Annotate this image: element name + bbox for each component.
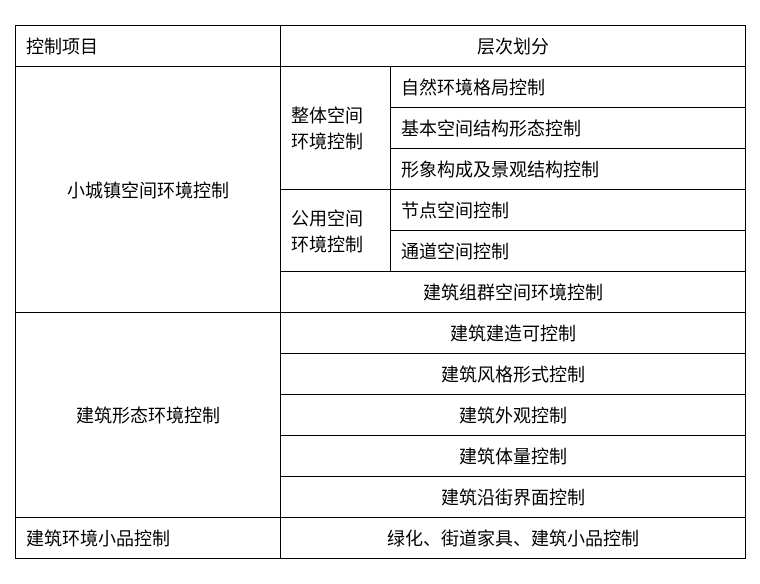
table-row: 小城镇空间环境控制 整体空间环境控制 自然环境格局控制 bbox=[16, 67, 746, 108]
section1-title: 小城镇空间环境控制 bbox=[16, 67, 281, 313]
section1-group3: 建筑组群空间环境控制 bbox=[281, 272, 746, 313]
section1-group2-item: 节点空间控制 bbox=[391, 190, 746, 231]
section3-title: 建筑环境小品控制 bbox=[16, 518, 281, 559]
table-header-row: 控制项目 层次划分 bbox=[16, 26, 746, 67]
control-hierarchy-table: 控制项目 层次划分 小城镇空间环境控制 整体空间环境控制 自然环境格局控制 基本… bbox=[15, 25, 746, 559]
section1-group1-item: 自然环境格局控制 bbox=[391, 67, 746, 108]
section2-item: 建筑建造可控制 bbox=[281, 313, 746, 354]
section1-group1-label: 整体空间环境控制 bbox=[281, 67, 391, 190]
section3-content: 绿化、街道家具、建筑小品控制 bbox=[281, 518, 746, 559]
section2-title: 建筑形态环境控制 bbox=[16, 313, 281, 518]
table-row: 建筑形态环境控制 建筑建造可控制 bbox=[16, 313, 746, 354]
section1-group1-item: 基本空间结构形态控制 bbox=[391, 108, 746, 149]
section2-item: 建筑外观控制 bbox=[281, 395, 746, 436]
header-col1: 控制项目 bbox=[16, 26, 281, 67]
section1-group1-item: 形象构成及景观结构控制 bbox=[391, 149, 746, 190]
section1-group2-item: 通道空间控制 bbox=[391, 231, 746, 272]
table-row: 建筑环境小品控制 绿化、街道家具、建筑小品控制 bbox=[16, 518, 746, 559]
section2-item: 建筑沿街界面控制 bbox=[281, 477, 746, 518]
section1-group2-label: 公用空间环境控制 bbox=[281, 190, 391, 272]
section2-item: 建筑风格形式控制 bbox=[281, 354, 746, 395]
section2-item: 建筑体量控制 bbox=[281, 436, 746, 477]
header-col2: 层次划分 bbox=[281, 26, 746, 67]
